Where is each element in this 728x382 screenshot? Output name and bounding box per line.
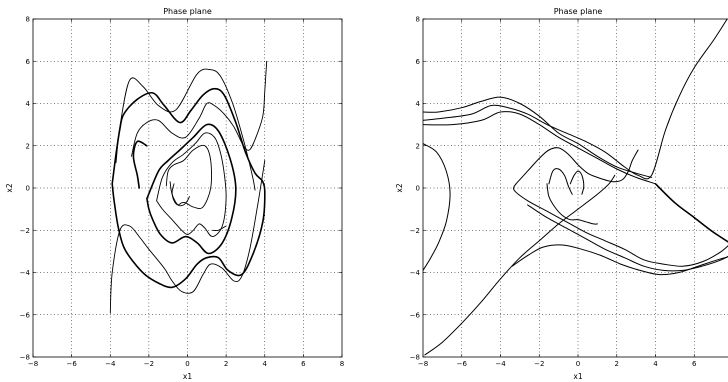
x-tick-label: 0 — [576, 360, 580, 368]
y-tick-label: 0 — [416, 185, 420, 193]
x-tick-label: −6 — [66, 360, 77, 368]
trajectory-8 — [169, 181, 190, 207]
trajectory-1 — [423, 111, 656, 185]
y-tick-label: 6 — [26, 58, 31, 66]
grid — [33, 19, 342, 357]
tick-marks — [32, 18, 343, 358]
x-tick-label: 4 — [263, 360, 268, 368]
tick-marks — [422, 18, 695, 358]
x-tick-label: −6 — [457, 360, 468, 368]
trajectory-3 — [423, 143, 451, 271]
x-tick-label: −8 — [418, 360, 428, 368]
y-tick-label: −6 — [20, 311, 31, 319]
y-tick-label: 4 — [26, 100, 31, 108]
trajectory-6 — [156, 132, 227, 238]
trajectory-0 — [423, 19, 728, 180]
y-tick-label: −8 — [20, 354, 30, 362]
y-tick-label: −2 — [410, 227, 420, 235]
trajectory-4 — [131, 60, 268, 157]
trajectory-8 — [511, 244, 728, 276]
x-tick-label: 6 — [301, 360, 306, 368]
phase-plane-chart-left: −8 −6 −4 −2 0 2 4 6 8 −8 −6 −4 −2 0 2 4 6 8 Phase plane x… — [5, 7, 344, 381]
x-tick-label: 8 — [340, 360, 344, 368]
y-axis-label: x2 — [5, 183, 14, 192]
trajectory-7 — [527, 204, 728, 272]
grid — [423, 19, 728, 357]
y-tick-label: 8 — [26, 16, 30, 24]
x-tick-label: 4 — [653, 360, 658, 368]
trajectories — [423, 19, 728, 356]
x-tick-label: −4 — [495, 360, 506, 368]
chart-title: Phase plane — [554, 7, 603, 16]
trajectory-9 — [546, 183, 598, 225]
trajectory-6 — [513, 183, 728, 267]
x-axis-label: x1 — [183, 372, 192, 381]
trajectory-10 — [548, 168, 573, 195]
trajectory-12 — [654, 183, 728, 243]
x-tick-label: 2 — [615, 360, 619, 368]
trajectory-11 — [569, 170, 585, 195]
trajectory-9 — [212, 225, 227, 232]
y-axis-label: x2 — [395, 183, 404, 192]
y-tick-label: 8 — [416, 16, 420, 24]
y-tick-label: −2 — [20, 227, 30, 235]
y-tick-label: 2 — [416, 142, 420, 150]
trajectory-2 — [132, 140, 148, 189]
y-tick-label: −6 — [410, 311, 421, 319]
plot-area — [422, 18, 728, 358]
x-tick-label: −4 — [105, 360, 116, 368]
trajectory-2 — [423, 96, 653, 178]
x-tick-label: 2 — [224, 360, 228, 368]
y-tick-label: −4 — [410, 269, 421, 277]
trajectories — [109, 60, 268, 314]
y-tick-label: 0 — [26, 185, 30, 193]
trajectory-5 — [515, 147, 639, 185]
trajectory-7 — [165, 144, 212, 210]
y-tick-label: 4 — [416, 100, 421, 108]
trajectory-0 — [111, 87, 266, 289]
x-tick-label: 0 — [185, 360, 189, 368]
y-tick-label: 2 — [26, 142, 30, 150]
x-tick-label: 6 — [692, 360, 697, 368]
y-tick-label: 6 — [416, 58, 421, 66]
x-tick-label: −2 — [144, 360, 154, 368]
x-tick-label: −8 — [28, 360, 38, 368]
trajectory-1 — [146, 123, 237, 255]
y-tick-label: −8 — [410, 354, 420, 362]
tick-labels: −8 −6 −4 −2 0 2 4 6 8 −8 −6 −4 −2 0 2 4 6 8 — [20, 16, 345, 369]
y-tick-label: −4 — [20, 269, 31, 277]
x-tick-label: −2 — [534, 360, 544, 368]
trajectory-4 — [424, 174, 616, 356]
x-axis-label: x1 — [573, 372, 582, 381]
chart-title: Phase plane — [163, 7, 212, 16]
trajectory-5 — [115, 68, 256, 191]
trajectory-3 — [109, 160, 266, 314]
